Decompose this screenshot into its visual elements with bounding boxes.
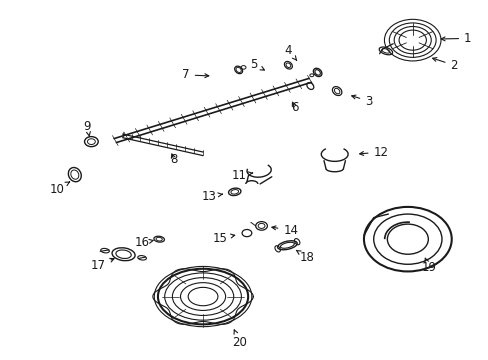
Text: 6: 6 — [290, 101, 298, 114]
Text: 14: 14 — [271, 224, 298, 237]
Text: 17: 17 — [91, 258, 114, 272]
Text: 7: 7 — [182, 68, 208, 81]
Text: 1: 1 — [440, 32, 470, 45]
Text: 8: 8 — [170, 153, 177, 166]
Text: 19: 19 — [421, 258, 435, 274]
Text: 11: 11 — [232, 169, 252, 182]
Text: 20: 20 — [232, 330, 246, 348]
Text: 18: 18 — [296, 251, 314, 264]
Text: 15: 15 — [212, 231, 234, 244]
Text: 9: 9 — [83, 121, 91, 136]
Text: 2: 2 — [432, 58, 457, 72]
Text: 5: 5 — [250, 58, 264, 71]
Text: 12: 12 — [359, 145, 388, 158]
Text: 3: 3 — [351, 95, 372, 108]
Text: 10: 10 — [49, 182, 69, 196]
Text: 16: 16 — [134, 236, 153, 249]
Text: 13: 13 — [202, 190, 222, 203]
Text: 4: 4 — [284, 44, 296, 60]
